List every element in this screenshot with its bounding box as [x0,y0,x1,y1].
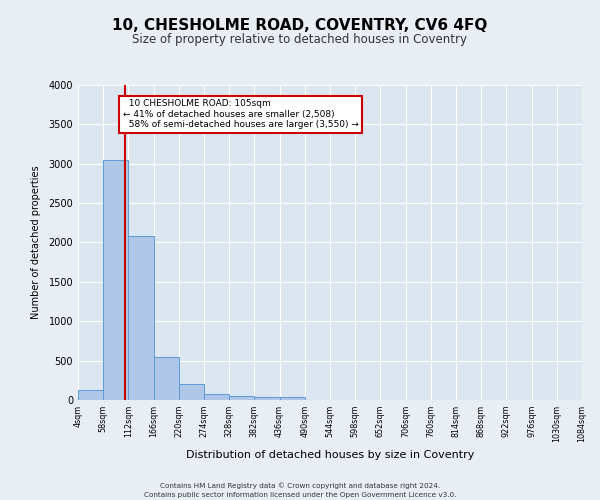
Text: Contains HM Land Registry data © Crown copyright and database right 2024.: Contains HM Land Registry data © Crown c… [160,482,440,489]
Bar [78,390,103,400]
Bar [103,160,128,400]
Text: Contains public sector information licensed under the Open Government Licence v3: Contains public sector information licen… [144,492,456,498]
Bar [204,394,229,400]
Text: 10, CHESHOLME ROAD, COVENTRY, CV6 4FQ: 10, CHESHOLME ROAD, COVENTRY, CV6 4FQ [112,18,488,32]
Bar [280,397,305,400]
Bar [229,396,254,400]
Bar [154,356,179,400]
Bar [128,236,154,400]
Bar [179,384,204,400]
Y-axis label: Number of detached properties: Number of detached properties [31,166,41,320]
Text: Size of property relative to detached houses in Coventry: Size of property relative to detached ho… [133,32,467,46]
Bar [254,397,280,400]
Text: 10 CHESHOLME ROAD: 105sqm
← 41% of detached houses are smaller (2,508)
  58% of : 10 CHESHOLME ROAD: 105sqm ← 41% of detac… [123,99,359,129]
X-axis label: Distribution of detached houses by size in Coventry: Distribution of detached houses by size … [186,450,474,460]
